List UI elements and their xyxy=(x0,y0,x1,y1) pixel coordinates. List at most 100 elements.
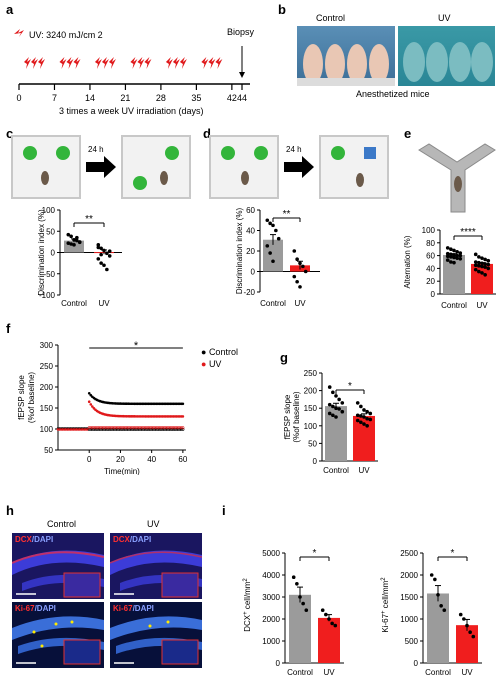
y-tick-label: 0 xyxy=(313,457,318,466)
baseline-point xyxy=(120,427,124,431)
biopsy-label: Biopsy xyxy=(227,27,255,37)
bar-control xyxy=(443,254,465,294)
baseline-point xyxy=(111,426,115,430)
y-tick-label: 2000 xyxy=(262,615,280,624)
legend-control: ● Control xyxy=(201,347,238,357)
baseline-point xyxy=(92,427,96,431)
h-control-label: Control xyxy=(47,519,77,529)
arrow-right-icon xyxy=(284,156,314,178)
data-point xyxy=(99,246,103,251)
data-point xyxy=(303,269,308,274)
y-tick-label: 1500 xyxy=(400,593,418,602)
data-point xyxy=(334,406,338,410)
data-point xyxy=(483,273,487,277)
data-point xyxy=(477,264,481,268)
x-cat-label: Control xyxy=(323,466,349,475)
baseline-point xyxy=(148,426,152,430)
data-point xyxy=(468,630,472,634)
data-point xyxy=(96,257,101,261)
y-tick-label: 100 xyxy=(422,226,436,235)
baseline-point xyxy=(140,426,144,430)
h-dapi-1: /DAPI xyxy=(31,535,54,544)
lightning-icon xyxy=(179,57,187,69)
baseline-point xyxy=(156,427,160,431)
baseline-point xyxy=(154,426,158,430)
data-point xyxy=(452,255,456,260)
y-tick-label: 0 xyxy=(276,659,281,668)
timeline-tick-label: 14 xyxy=(85,93,95,103)
chart-i-ki67: 2500 2000 1500 1000 500 0 Control UV * Ki-67+ cel… xyxy=(381,548,482,677)
baseline-point xyxy=(108,426,112,430)
data-point xyxy=(471,634,476,639)
baseline-point xyxy=(173,427,177,431)
baseline-point xyxy=(109,426,113,430)
data-point xyxy=(455,249,459,254)
data-point xyxy=(439,604,443,608)
baseline-point xyxy=(167,427,171,431)
baseline-point xyxy=(153,426,157,430)
x-cat-label: UV xyxy=(294,299,306,308)
legend-control-label: Control xyxy=(208,347,238,357)
y-tick-label: 50 xyxy=(46,227,55,236)
data-point xyxy=(271,223,275,228)
lightning-icon xyxy=(208,57,216,69)
baseline-point xyxy=(97,427,101,431)
data-point xyxy=(449,247,453,251)
data-point xyxy=(327,617,331,621)
bar-control xyxy=(263,239,283,272)
x-cat-label: UV xyxy=(358,466,370,475)
h-dcx-name-1: DCX xyxy=(15,535,32,544)
baseline-point xyxy=(90,427,94,431)
data-point-control xyxy=(181,402,185,406)
x-axis-label: Time(min) xyxy=(104,467,140,475)
data-point xyxy=(486,266,491,271)
data-point xyxy=(75,238,79,243)
y-tick-label: 1000 xyxy=(262,637,280,646)
sig-marker: * xyxy=(451,548,455,559)
b-uv-label: UV xyxy=(438,13,451,23)
y-axis-label: Discrimination index (%) xyxy=(37,209,46,296)
baseline-point xyxy=(97,426,101,430)
baseline-point xyxy=(151,426,155,430)
data-point xyxy=(107,254,112,258)
timeline-tick-label: 21 xyxy=(120,93,130,103)
data-point xyxy=(365,416,369,421)
data-point-uv xyxy=(91,405,94,408)
ki67-uv-image xyxy=(110,602,202,668)
x-tick-label: 0 xyxy=(87,455,92,464)
data-point xyxy=(333,623,338,628)
data-point xyxy=(449,252,453,257)
panel-label-e: e xyxy=(404,126,412,141)
data-point xyxy=(330,621,334,626)
y-tick-label: 0 xyxy=(51,249,56,258)
data-point xyxy=(105,251,109,256)
data-point xyxy=(334,394,338,398)
baseline-point xyxy=(95,426,99,430)
h-dapi-3: /DAPI xyxy=(34,604,56,613)
data-point xyxy=(298,261,302,266)
baseline-point xyxy=(123,426,127,430)
y-axis-label: fEPSP slope xyxy=(17,375,26,420)
baseline-point xyxy=(98,426,102,430)
baseline-point xyxy=(125,427,129,431)
baseline-point xyxy=(111,427,115,431)
baseline-point xyxy=(104,426,108,430)
baseline-point xyxy=(181,426,185,430)
lightning-icon xyxy=(165,57,173,69)
data-point xyxy=(355,401,360,405)
baseline-point xyxy=(172,426,176,430)
data-point-control xyxy=(87,392,91,395)
data-point xyxy=(105,267,109,272)
y-maze-icon xyxy=(418,143,496,213)
baseline-point xyxy=(103,426,107,430)
y-tick-label: 1000 xyxy=(400,615,418,624)
lightning-icon xyxy=(144,57,152,69)
baseline-point xyxy=(128,427,132,431)
data-point xyxy=(359,420,363,425)
bar-uv xyxy=(471,263,493,294)
baseline-point xyxy=(95,427,99,431)
data-point xyxy=(72,237,76,242)
baseline-point xyxy=(112,426,116,430)
lightning-icon xyxy=(66,57,74,69)
lightning-icon xyxy=(31,57,38,69)
